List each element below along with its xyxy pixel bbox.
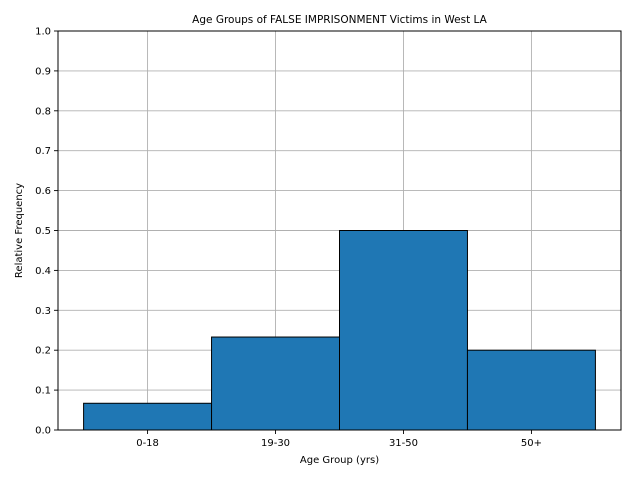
y-tick-label: 0.7 [35, 146, 51, 157]
y-tick-label: 0.8 [35, 106, 51, 117]
bar-31-50 [339, 230, 468, 431]
x-tick-label: 50+ [521, 438, 542, 449]
y-tick-label: 0.6 [35, 186, 51, 197]
bar-0-18 [83, 402, 213, 431]
y-tick-label: 0.2 [35, 346, 51, 357]
y-tick-label: 0.0 [35, 426, 51, 437]
y-tick-label: 0.4 [35, 266, 51, 277]
y-tick-label: 0.9 [35, 66, 51, 77]
y-tick-label: 1.0 [35, 27, 51, 38]
x-tick-label: 0-18 [136, 438, 159, 449]
y-tick-label: 0.1 [35, 386, 51, 397]
y-tick-label: 0.5 [35, 226, 51, 237]
y-axis-label: Relative Frequency [14, 183, 25, 278]
x-tick-label: 19-30 [261, 438, 290, 449]
y-tick-label: 0.3 [35, 306, 51, 317]
chart-title: Age Groups of FALSE IMPRISONMENT Victims… [192, 14, 487, 26]
x-axis-label: Age Group (yrs) [300, 455, 379, 466]
bar-50+ [466, 349, 596, 431]
bars [83, 230, 596, 431]
bar-19-30 [211, 336, 340, 431]
axis-ticks: 0.0 0.1 0.2 0.3 0.4 0.5 0.6 0.7 0.8 0.9 1.0 0-18 19-… [35, 27, 542, 450]
x-tick-label: 31-50 [389, 438, 418, 449]
